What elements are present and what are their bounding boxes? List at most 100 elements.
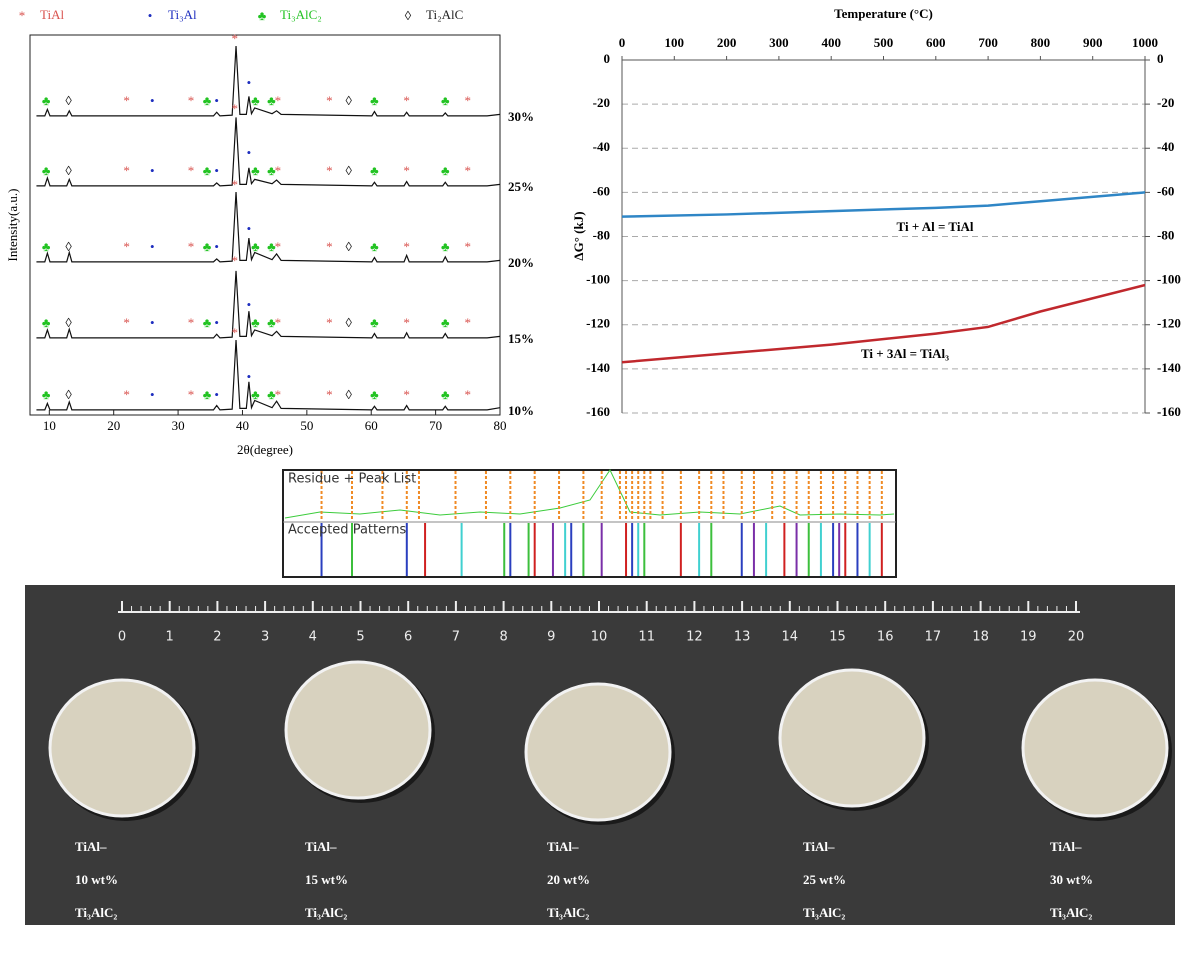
phase-marker: ♣ <box>267 163 276 178</box>
phase-marker: ♣ <box>267 239 276 254</box>
phase-marker: • <box>150 163 155 178</box>
phase-marker: * <box>326 387 333 402</box>
phase-marker: * <box>231 101 238 116</box>
xrd-pattern <box>36 117 501 187</box>
phase-marker: ♣ <box>441 387 450 402</box>
phase-marker: ♣ <box>203 163 212 178</box>
sample-caption: Ti₃AlC₂ <box>1050 905 1092 920</box>
y-tick-label: -140 <box>586 360 610 375</box>
sample-disc <box>524 682 672 822</box>
phase-marker: ♣ <box>441 239 450 254</box>
phase-marker: * <box>188 387 195 402</box>
ruler-label: 9 <box>547 630 555 645</box>
ruler-label: 5 <box>356 630 364 645</box>
xrd-frame <box>29 34 501 416</box>
ruler-label: 0 <box>118 630 126 645</box>
y-tick-label: -100 <box>586 272 610 287</box>
y2-tick-label: -100 <box>1157 272 1181 287</box>
phase-marker: ♣ <box>267 387 276 402</box>
phase-marker: ◊ <box>65 163 72 178</box>
y-tick-label: 0 <box>604 51 611 66</box>
phase-marker: ♣ <box>251 93 260 108</box>
phase-marker: • <box>247 145 252 160</box>
phase-marker: ♣ <box>370 387 379 402</box>
sample-caption: Ti₃AlC₂ <box>305 905 347 920</box>
x-tick-label: 900 <box>1083 35 1103 50</box>
y2-tick-label: -60 <box>1157 183 1174 198</box>
phase-marker: ♣ <box>267 315 276 330</box>
x-tick-label: 500 <box>874 35 894 50</box>
phase-marker: ♣ <box>441 315 450 330</box>
x-tick-label: 50 <box>300 418 313 433</box>
ruler-label: 14 <box>782 630 799 645</box>
sample-caption: TiAl– <box>75 839 107 854</box>
phase-marker: ◊ <box>65 93 72 108</box>
phase-marker: ◊ <box>65 387 72 402</box>
phase-marker: • <box>214 315 219 330</box>
sample-caption: 20 wt% <box>547 872 590 887</box>
legend-symbol: ♣ <box>258 8 267 23</box>
phase-marker: * <box>403 163 410 178</box>
phase-marker: * <box>275 315 282 330</box>
phase-marker: * <box>326 239 333 254</box>
series-label: 15% <box>508 331 534 346</box>
phase-marker: ♣ <box>251 239 260 254</box>
ruler-label: 8 <box>499 630 507 645</box>
phase-marker: ◊ <box>65 239 72 254</box>
phase-marker: • <box>214 93 219 108</box>
y-tick-label: -120 <box>586 316 610 331</box>
phase-marker: * <box>275 93 282 108</box>
phase-marker: * <box>326 315 333 330</box>
phase-marker: * <box>465 93 472 108</box>
ruler-label: 2 <box>213 630 221 645</box>
x-tick-label: 20 <box>107 418 120 433</box>
y2-tick-label: -80 <box>1157 227 1174 242</box>
y-axis-label: Intensity(a.u.) <box>5 189 20 262</box>
x-tick-label: 400 <box>821 35 841 50</box>
phase-marker: • <box>150 387 155 402</box>
phase-marker: * <box>188 239 195 254</box>
y2-tick-label: 0 <box>1157 51 1164 66</box>
chart-title: Temperature (°C) <box>834 6 933 21</box>
phase-marker: * <box>123 239 130 254</box>
series-label: 25% <box>508 179 534 194</box>
phase-marker: * <box>231 31 238 46</box>
phase-marker: ◊ <box>65 315 72 330</box>
phase-marker: ♣ <box>441 163 450 178</box>
x-tick-label: 0 <box>619 35 626 50</box>
x-tick-label: 800 <box>1031 35 1051 50</box>
phase-marker: ♣ <box>251 387 260 402</box>
phase-marker: * <box>403 387 410 402</box>
y2-tick-label: -140 <box>1157 360 1181 375</box>
phase-marker: * <box>403 315 410 330</box>
series-label: Ti + 3Al = TiAl₃ <box>861 346 949 361</box>
phase-marker: ♣ <box>42 315 51 330</box>
phase-marker: • <box>247 75 252 90</box>
legend-symbol: • <box>148 8 153 23</box>
sample-caption: TiAl– <box>803 839 835 854</box>
legend-label: Ti₃AlC₂ <box>280 7 322 22</box>
phase-marker: • <box>214 239 219 254</box>
line-series <box>621 283 1146 364</box>
x-tick-label: 10 <box>43 418 56 433</box>
sample-disc <box>48 678 196 818</box>
phase-marker: • <box>247 297 252 312</box>
x-tick-label: 200 <box>717 35 737 50</box>
sample-caption: TiAl– <box>305 839 337 854</box>
phase-marker: * <box>275 387 282 402</box>
ruler-label: 16 <box>877 630 894 645</box>
y-tick-label: -20 <box>593 95 610 110</box>
phase-marker: ♣ <box>370 239 379 254</box>
phase-marker: ♣ <box>42 93 51 108</box>
phase-marker: * <box>188 93 195 108</box>
x-tick-label: 30 <box>172 418 185 433</box>
sample-caption: Ti₃AlC₂ <box>803 905 845 920</box>
x-tick-label: 1000 <box>1132 35 1158 50</box>
legend-label: Ti₃Al <box>168 7 197 22</box>
stick-frame <box>282 469 897 578</box>
phase-marker: * <box>326 163 333 178</box>
ruler-label: 12 <box>686 630 703 645</box>
xrd-pattern <box>36 270 501 339</box>
y2-tick-label: -120 <box>1157 316 1181 331</box>
phase-marker: ◊ <box>345 163 352 178</box>
